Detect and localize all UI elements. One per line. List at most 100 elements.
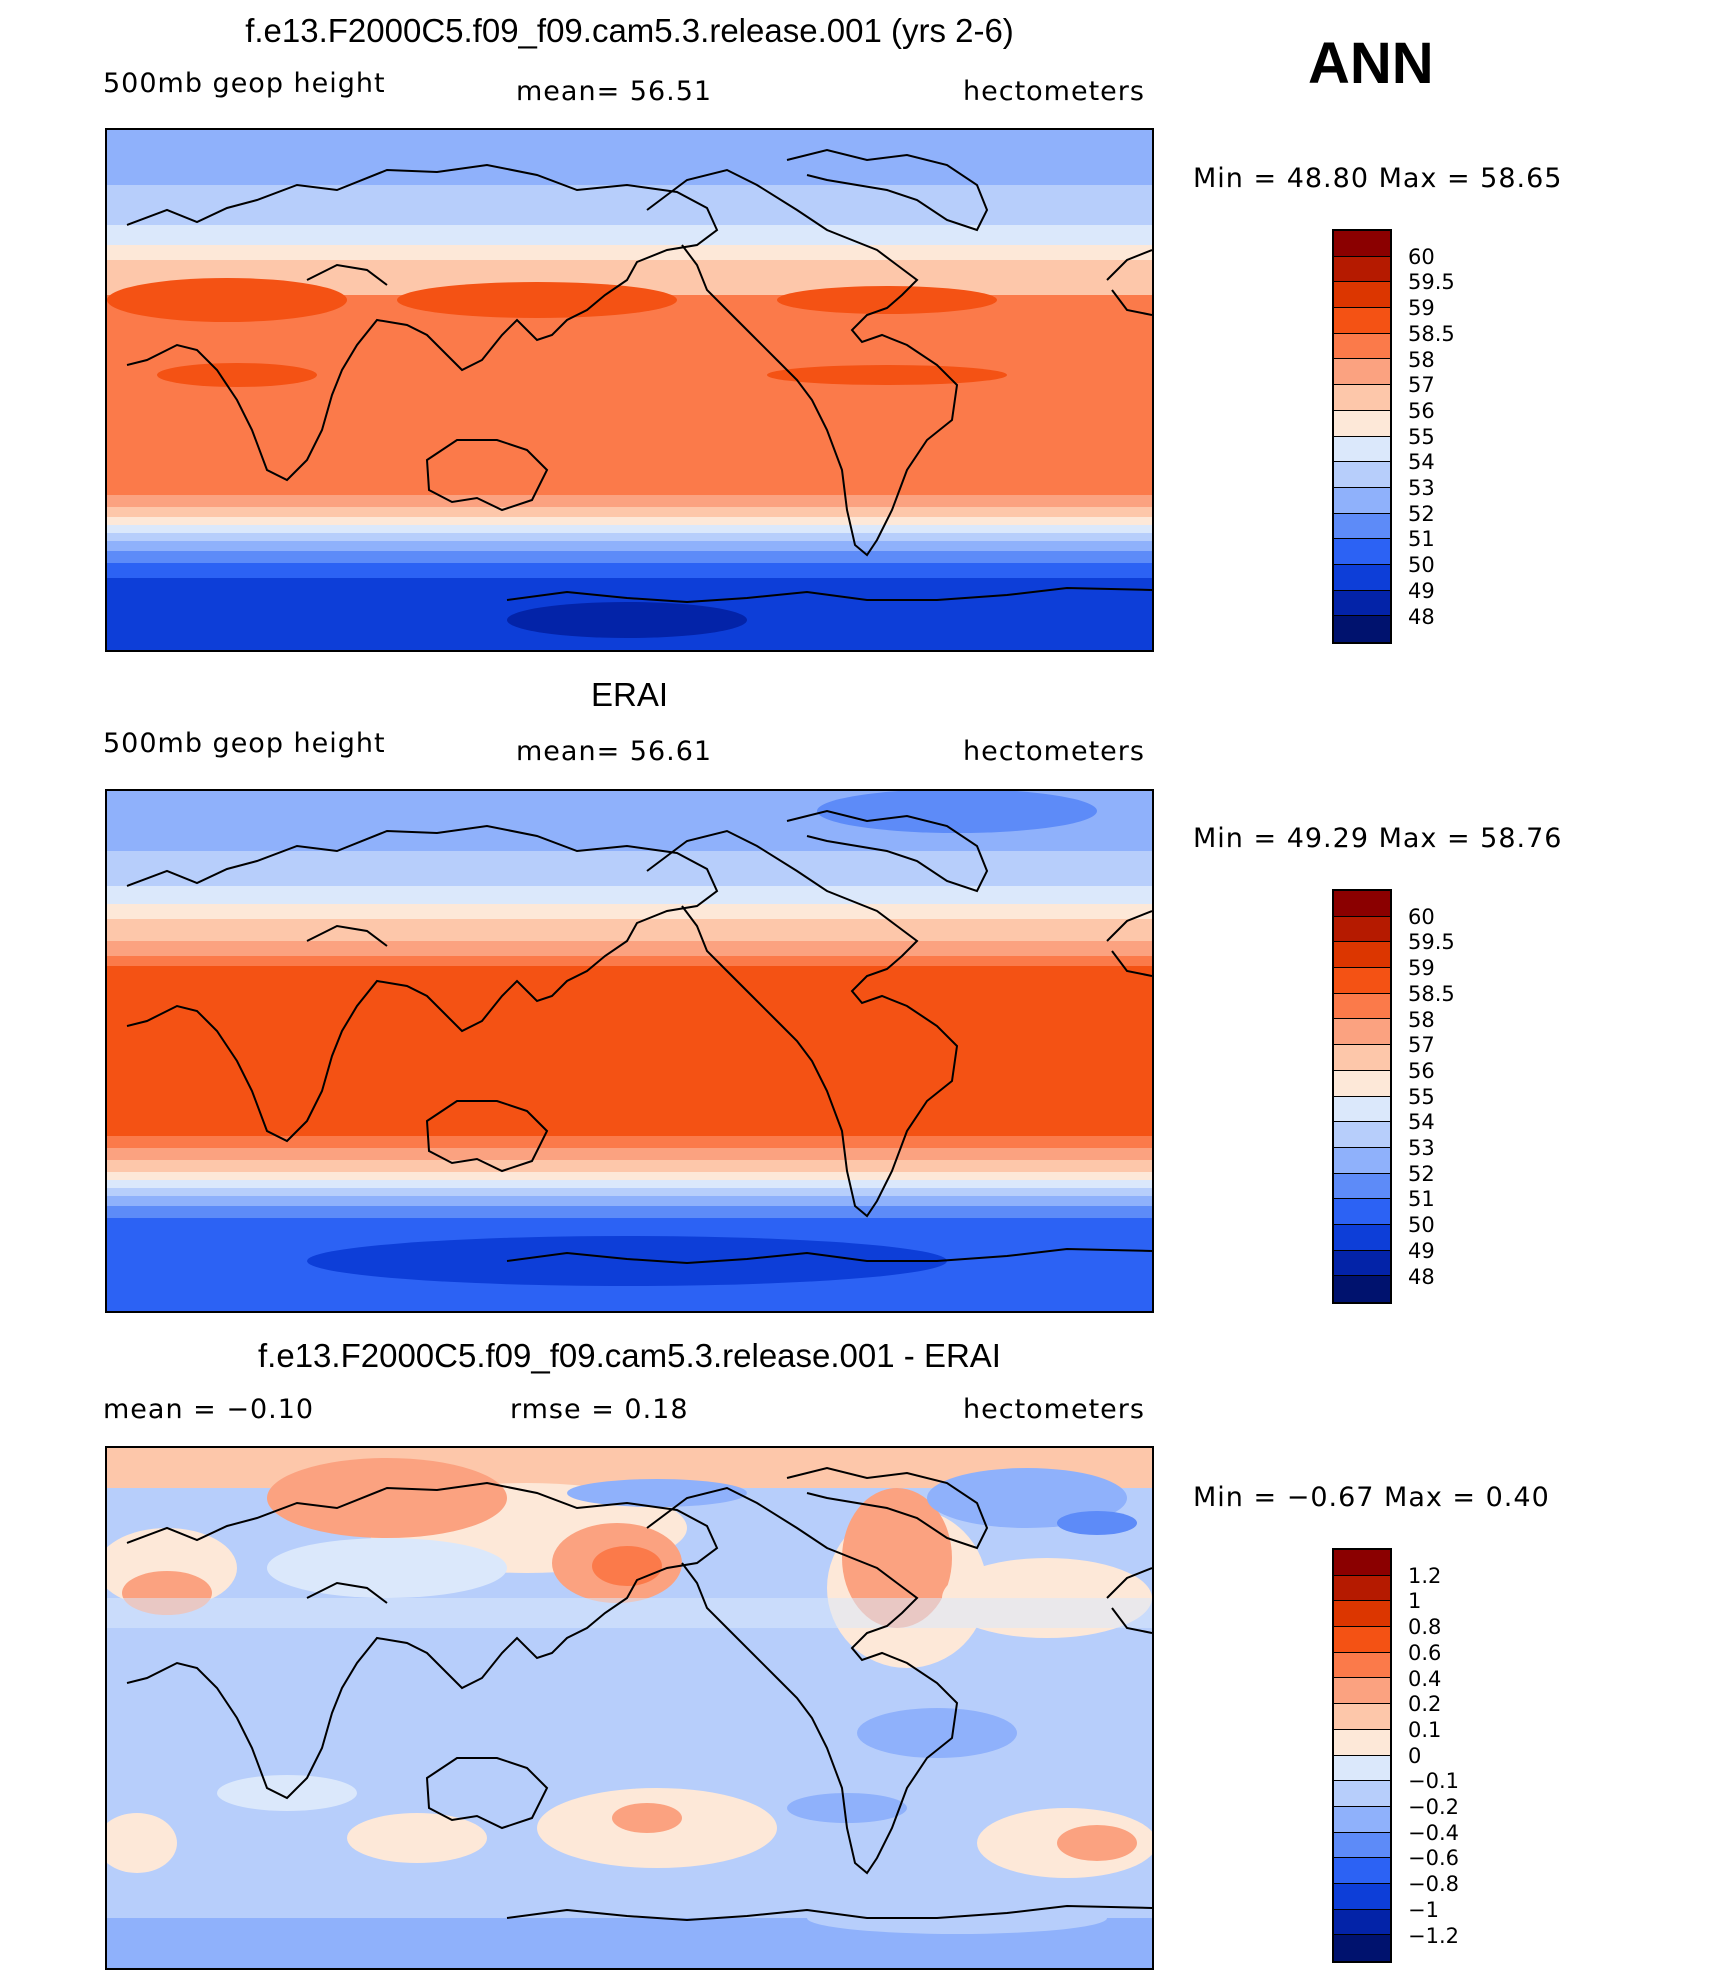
colorbar-tick-label: 1	[1408, 1589, 1422, 1614]
colorbar-tick-label: −1	[1408, 1897, 1439, 1922]
colorbar-tick-label: 0.8	[1408, 1615, 1442, 1640]
colorbar-tick-label: 56	[1408, 1058, 1435, 1083]
panel-2-mean: mean= 56.61	[516, 736, 713, 767]
colorbar-tick-label: 58.5	[1408, 981, 1455, 1006]
colorbar-tick-label: 0.1	[1408, 1717, 1442, 1742]
colorbar-tick-label: 0.4	[1408, 1666, 1442, 1691]
colorbar-swatch	[1334, 1627, 1390, 1653]
colorbar-tick-label: 50	[1408, 553, 1435, 578]
colorbar-swatch	[1334, 359, 1390, 386]
colorbar-swatch	[1334, 231, 1390, 257]
colorbar-swatch	[1334, 1781, 1390, 1807]
colorbar-swatch	[1334, 916, 1390, 943]
colorbar-tick-label: 53	[1408, 476, 1435, 500]
panel-3-map	[105, 1446, 1154, 1970]
colorbar-swatch	[1334, 891, 1390, 917]
colorbar-swatch	[1334, 1199, 1390, 1225]
colorbar-tick-label: 49	[1408, 1238, 1435, 1263]
colorbar-tick-label: 58.5	[1408, 321, 1455, 346]
colorbar-swatch	[1334, 436, 1390, 463]
colorbar-swatch	[1334, 1147, 1390, 1174]
panel-2-minmax: Min = 49.29 Max = 58.76	[1193, 823, 1563, 854]
colorbar-tick-label: 48	[1408, 604, 1435, 629]
colorbar-tick-label: −0.6	[1408, 1846, 1459, 1871]
panel-3-mean: mean = −0.10	[103, 1394, 315, 1425]
colorbar-swatch	[1334, 942, 1390, 969]
colorbar-swatch	[1334, 1858, 1390, 1884]
colorbar-tick-label: 59.5	[1408, 270, 1455, 295]
panel-1-units: hectometers	[963, 76, 1145, 107]
panel-3-minmax: Min = −0.67 Max = 0.40	[1193, 1482, 1550, 1513]
colorbar-swatch	[1334, 1173, 1390, 1200]
colorbar-tick-label: 54	[1408, 450, 1435, 475]
colorbar-swatch	[1334, 308, 1390, 334]
colorbar-swatch	[1334, 1550, 1390, 1576]
colorbar-tick-label: 59	[1408, 956, 1435, 981]
colorbar-swatch	[1334, 539, 1390, 565]
colorbar-tick-label: −0.4	[1408, 1820, 1459, 1845]
colorbar-tick-label: 60	[1408, 904, 1435, 929]
colorbar-swatch	[1334, 1832, 1390, 1859]
colorbar-swatch	[1334, 1122, 1390, 1148]
panel-1-mean: mean= 56.51	[516, 76, 713, 107]
colorbar-swatch	[1334, 1096, 1390, 1123]
colorbar-swatch	[1334, 590, 1390, 617]
colorbar-swatch	[1334, 1019, 1390, 1046]
panel-3-rmse: rmse = 0.18	[510, 1394, 689, 1425]
colorbar-swatch	[1334, 564, 1390, 591]
colorbar-swatch	[1334, 487, 1390, 514]
colorbar-tick-label: 0.2	[1408, 1692, 1442, 1717]
colorbar-swatch	[1334, 1883, 1390, 1910]
colorbar-tick-label: 50	[1408, 1213, 1435, 1238]
colorbar-swatch	[1334, 1935, 1390, 1961]
colorbar-tick-label: 59.5	[1408, 930, 1455, 955]
panel-1-title: f.e13.F2000C5.f09_f09.cam5.3.release.001…	[245, 12, 1014, 49]
colorbar-tick-label: 49	[1408, 578, 1435, 603]
colorbar-swatch	[1334, 616, 1390, 642]
colorbar-tick-label: 57	[1408, 373, 1435, 398]
colorbar-swatch	[1334, 1652, 1390, 1679]
colorbar-swatch	[1334, 1224, 1390, 1251]
colorbar-swatch	[1334, 385, 1390, 411]
colorbar-tick-label: 54	[1408, 1110, 1435, 1135]
panel-1-colorbar	[1332, 229, 1392, 644]
panel-1-contours	[107, 130, 1152, 650]
colorbar-swatch	[1334, 1755, 1390, 1782]
colorbar-swatch	[1334, 282, 1390, 309]
colorbar-swatch	[1334, 993, 1390, 1020]
colorbar-tick-label: 55	[1408, 424, 1435, 449]
panel-3-title: f.e13.F2000C5.f09_f09.cam5.3.release.001…	[258, 1337, 1001, 1374]
colorbar-swatch	[1334, 1704, 1390, 1730]
colorbar-tick-label: −0.2	[1408, 1795, 1459, 1819]
colorbar-swatch	[1334, 1250, 1390, 1277]
colorbar-swatch	[1334, 1909, 1390, 1936]
colorbar-tick-label: 60	[1408, 244, 1435, 269]
colorbar-tick-label: 1.2	[1408, 1563, 1442, 1588]
season-label: ANN	[1308, 31, 1434, 96]
colorbar-tick-label: −0.8	[1408, 1872, 1459, 1897]
colorbar-swatch	[1334, 968, 1390, 994]
colorbar-swatch	[1334, 333, 1390, 360]
colorbar-swatch	[1334, 1806, 1390, 1833]
colorbar-swatch	[1334, 1729, 1390, 1756]
colorbar-swatch	[1334, 1575, 1390, 1602]
panel-2-colorbar	[1332, 889, 1392, 1304]
colorbar-tick-label: 53	[1408, 1136, 1435, 1160]
colorbar-swatch	[1334, 410, 1390, 437]
panel-2-title: ERAI	[590, 676, 669, 713]
colorbar-tick-label: 51	[1408, 1187, 1435, 1212]
colorbar-swatch	[1334, 1045, 1390, 1071]
colorbar-tick-label: 59	[1408, 296, 1435, 321]
colorbar-tick-label: −1.2	[1408, 1923, 1459, 1948]
colorbar-tick-label: 52	[1408, 1161, 1435, 1186]
colorbar-swatch	[1334, 462, 1390, 488]
colorbar-swatch	[1334, 1276, 1390, 1302]
colorbar-tick-label: 48	[1408, 1264, 1435, 1289]
panel-2-map	[105, 789, 1154, 1313]
colorbar-swatch	[1334, 1601, 1390, 1628]
colorbar-tick-label: 58	[1408, 347, 1435, 372]
panel-1-map	[105, 128, 1154, 652]
colorbar-swatch	[1334, 513, 1390, 540]
panel-1-variable: 500mb geop height	[103, 68, 386, 99]
panel-2-contours	[107, 791, 1152, 1311]
